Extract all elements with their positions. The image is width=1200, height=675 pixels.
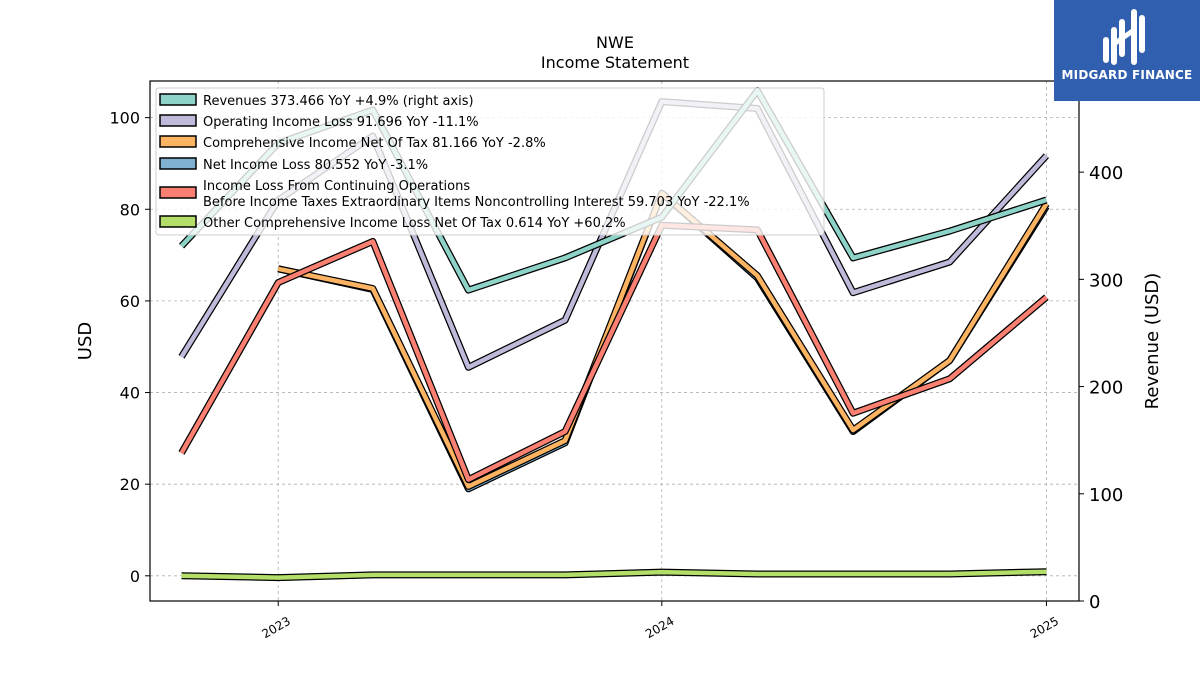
logo-text: MIDGARD FINANCE: [1061, 68, 1193, 82]
y-tick-label-right: 100: [1089, 485, 1123, 506]
plot-frame: [149, 80, 1080, 602]
x-tick-label: 2023: [259, 614, 292, 641]
series-5: [181, 568, 1047, 582]
legend-swatch: [159, 157, 197, 170]
chart-subtitle: Income Statement: [541, 53, 689, 72]
series-4: [178, 221, 1049, 484]
y-tick-label-left: 40: [120, 384, 140, 403]
legend-label: Revenues 373.466 YoY +4.9% (right axis): [203, 94, 474, 109]
legend-swatch: [159, 215, 197, 228]
legend-label: Net Income Loss 80.552 YoY -3.1%: [203, 158, 428, 173]
legend-label: Before Income Taxes Extraordinary Items …: [203, 195, 750, 210]
legend: Revenues 373.466 YoY +4.9% (right axis) O…: [155, 87, 825, 236]
x-tick-label: 2025: [1028, 614, 1061, 641]
x-tick-label: 2024: [643, 614, 676, 641]
y-tick-label-left: 20: [120, 475, 140, 494]
legend-label: Income Loss From Continuing Operations: [203, 179, 470, 194]
series-line: [181, 569, 1047, 580]
chart-title: NWE: [596, 33, 634, 52]
legend-swatch: [159, 114, 197, 127]
y-tick-label-left: 60: [120, 292, 140, 311]
y-axis-label-left: USD: [75, 322, 96, 360]
legend-label: Other Comprehensive Income Loss Net Of T…: [203, 216, 626, 231]
y-tick-label-left: 0: [130, 567, 140, 586]
brand-logo: MIDGARD FINANCE: [1054, 0, 1200, 101]
y-tick-label-right: 400: [1089, 163, 1123, 184]
y-tick-label-left: 100: [109, 109, 140, 128]
axes: 0 20 40 60 80 100 0 100 200 300 400 2023 2024 2025: [109, 109, 1123, 642]
y-tick-label-left: 80: [120, 200, 140, 219]
legend-swatch: [159, 135, 197, 148]
midgard-logo-icon: [1103, 9, 1145, 65]
series-line: [179, 223, 1048, 482]
legend-box: [155, 87, 825, 236]
y-tick-label-right: 0: [1089, 592, 1100, 613]
y-tick-label-right: 200: [1089, 378, 1123, 399]
y-tick-label-right: 300: [1089, 270, 1123, 291]
series-outline: [178, 221, 1049, 484]
y-axis-label-right: Revenue (USD): [1142, 273, 1163, 410]
legend-swatch: [159, 93, 197, 106]
legend-label: Operating Income Loss 91.696 YoY -11.1%: [203, 115, 479, 130]
legend-swatch: [159, 186, 197, 199]
legend-label: Comprehensive Income Net Of Tax 81.166 Y…: [203, 136, 546, 151]
